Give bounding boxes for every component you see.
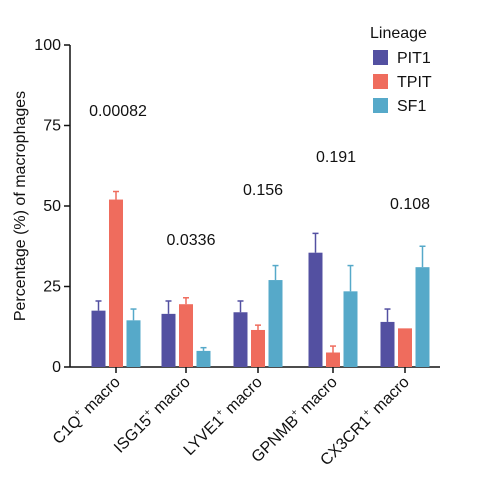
y-tick-label: 50: [43, 198, 61, 215]
y-axis-label: Percentage (%) of macrophages: [12, 91, 29, 321]
y-tick-label: 25: [43, 279, 61, 296]
p-value-annotation: 0.108: [390, 196, 430, 213]
bar: [126, 320, 141, 367]
bar: [251, 329, 265, 367]
bar: [380, 321, 395, 367]
legend-swatch: [373, 98, 388, 113]
legend-label: TPIT: [397, 74, 432, 91]
y-tick-label: 0: [52, 359, 61, 376]
p-value-annotation: 0.0336: [167, 232, 216, 249]
legend-swatch: [373, 74, 388, 89]
legend-label: SF1: [397, 98, 426, 115]
legend-title: Lineage: [370, 25, 427, 42]
bar: [398, 328, 412, 367]
bar: [179, 304, 193, 367]
bar: [308, 252, 323, 367]
bar: [268, 280, 283, 367]
bar: [161, 313, 176, 367]
bar: [91, 310, 106, 367]
bar: [343, 291, 358, 367]
p-value-annotation: 0.191: [316, 149, 356, 166]
legend-swatch: [373, 50, 388, 65]
bar: [415, 267, 430, 367]
bar: [326, 352, 340, 367]
legend-label: PIT1: [397, 50, 431, 67]
bar: [196, 350, 211, 367]
x-tick-label: C1Q+ macro: [48, 372, 123, 447]
y-tick-label: 100: [34, 37, 61, 54]
p-value-annotation: 0.00082: [89, 103, 147, 120]
bar: [233, 312, 248, 367]
y-tick-label: 75: [43, 118, 61, 135]
p-value-annotation: 0.156: [243, 182, 283, 199]
bar: [109, 199, 123, 367]
